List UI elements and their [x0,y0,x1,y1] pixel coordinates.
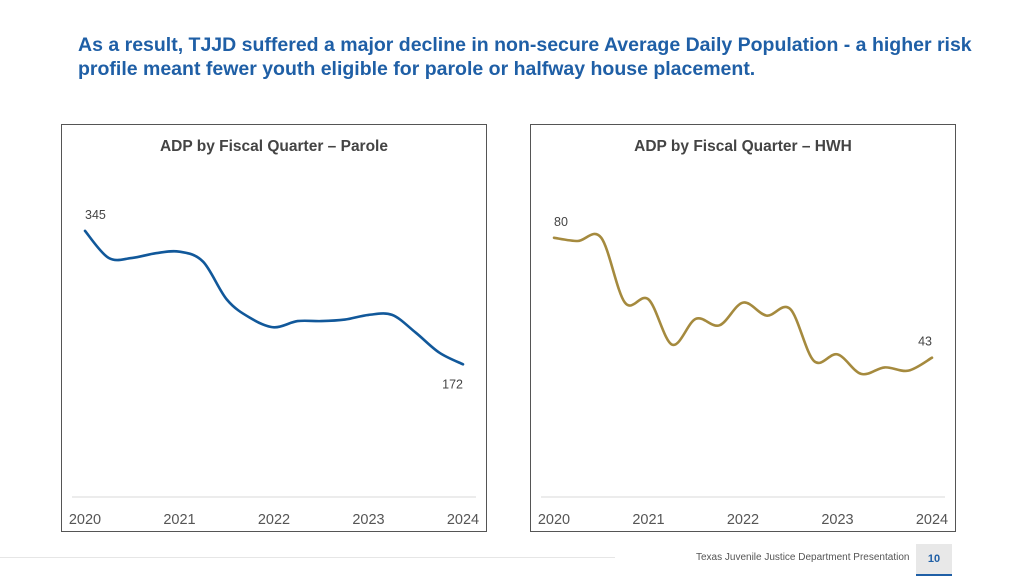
series-line [83,229,465,366]
slide-headline: As a result, TJJD suffered a major decli… [78,34,972,80]
x-tick-label: 2023 [352,512,384,528]
x-tick-label: 2020 [69,512,101,528]
page-number-accent-bar [916,574,952,576]
data-label: 80 [554,215,568,229]
chart-title: ADP by Fiscal Quarter – HWH [634,138,852,155]
footer-text: Texas Juvenile Justice Department Presen… [696,552,910,563]
page-number: 10 [916,544,952,574]
parole-line-chart: ADP by Fiscal Quarter – Parole 2020 2021 20… [69,138,479,528]
x-tick-label: 2022 [258,512,290,528]
footer-divider [0,557,615,558]
hwh-line-chart: ADP by Fiscal Quarter – HWH 2020 2021 2022 2… [538,138,948,528]
series-line [552,232,934,376]
x-tick-label: 2022 [727,512,759,528]
x-tick-label: 2024 [916,512,948,528]
x-tick-label: 2021 [632,512,664,528]
x-tick-label: 2020 [538,512,570,528]
x-tick-label: 2021 [163,512,195,528]
data-label: 43 [918,335,932,349]
data-label: 172 [442,377,463,391]
data-label: 345 [85,208,106,222]
parole-chart-panel: ADP by Fiscal Quarter – Parole 2020 2021 20… [61,124,487,532]
x-tick-label: 2023 [821,512,853,528]
chart-title: ADP by Fiscal Quarter – Parole [160,138,388,155]
hwh-chart-panel: ADP by Fiscal Quarter – HWH 2020 2021 2022 2… [530,124,956,532]
x-tick-label: 2024 [447,512,479,528]
